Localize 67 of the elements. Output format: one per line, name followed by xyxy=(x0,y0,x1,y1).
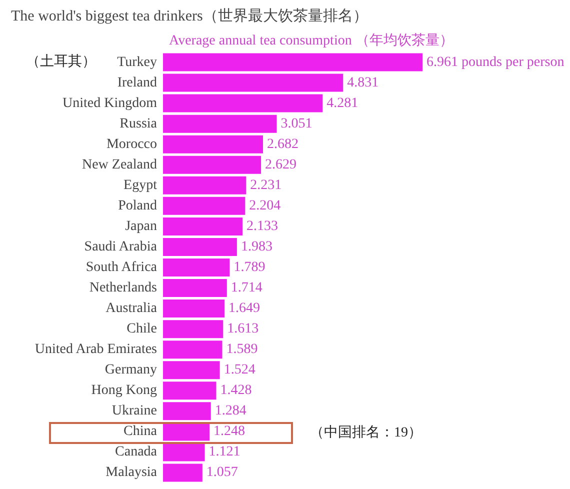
data-label: 3.051 xyxy=(280,116,312,132)
bar xyxy=(163,382,216,400)
bar xyxy=(163,238,237,256)
y-tick-label: Chile xyxy=(126,322,157,337)
data-label: 1.983 xyxy=(240,239,272,254)
chart-subtitle: Average annual tea consumption （年均饮茶量） xyxy=(169,32,454,48)
annotation: （中国排名：19） xyxy=(310,424,422,440)
data-label: 2.629 xyxy=(265,157,297,172)
data-label: 1.248 xyxy=(214,424,246,440)
bar xyxy=(163,114,277,133)
y-tick-label: United Kingdom xyxy=(62,96,158,111)
y-tick-label: Canada xyxy=(115,444,158,460)
data-label: 4.281 xyxy=(326,96,358,111)
chart-title: The world's biggest tea drinkers（世界最大饮茶量排名） xyxy=(11,8,368,24)
bar xyxy=(163,53,423,72)
data-label: 1.284 xyxy=(214,404,246,419)
y-tick-label: Japan xyxy=(125,218,157,234)
data-label: 4.831 xyxy=(347,75,379,90)
bar xyxy=(163,156,262,174)
data-label: 2.682 xyxy=(267,136,298,152)
bar xyxy=(163,361,220,380)
data-label: 1.057 xyxy=(206,465,238,480)
bar xyxy=(163,464,202,482)
y-tick-label: Turkey xyxy=(117,54,157,70)
bar xyxy=(163,300,224,318)
bar xyxy=(163,422,210,441)
data-label: 6.961 pounds per person xyxy=(426,54,564,70)
data-label: 2.204 xyxy=(249,198,281,214)
y-tick-label: Poland xyxy=(118,198,157,214)
y-tick-label: Netherlands xyxy=(89,280,157,296)
bar xyxy=(163,443,205,462)
y-tick-label: Hong Kong xyxy=(91,383,157,398)
bar xyxy=(163,279,227,298)
bar xyxy=(163,320,224,338)
y-tick-label: Ireland xyxy=(117,75,157,90)
y-tick-label: South Africa xyxy=(86,260,158,275)
y-tick-label: New Zealand xyxy=(82,157,157,172)
y-tick-label: Germany xyxy=(104,362,157,378)
y-tick-label: Morocco xyxy=(106,136,157,152)
y-tick-label: Saudi Arabia xyxy=(84,239,158,254)
y-tick-label: Russia xyxy=(120,116,158,132)
data-label: 1.714 xyxy=(230,280,262,296)
data-label: 2.231 xyxy=(250,178,282,193)
bar xyxy=(163,135,263,154)
text: （土耳其） xyxy=(26,54,96,70)
bar xyxy=(163,176,246,194)
data-label: 1.428 xyxy=(220,383,252,398)
data-label: 1.649 xyxy=(228,301,260,316)
bar xyxy=(163,402,211,420)
y-tick-label: China xyxy=(124,424,158,440)
bar xyxy=(163,94,323,112)
bar xyxy=(163,258,230,276)
data-label: 1.789 xyxy=(234,260,266,275)
y-tick-label: Egypt xyxy=(124,178,158,193)
bar xyxy=(163,217,243,236)
bar xyxy=(163,340,222,359)
y-tick-label: Ukraine xyxy=(112,404,157,419)
data-label: 1.589 xyxy=(226,342,258,358)
y-tick-label: Malaysia xyxy=(106,465,158,480)
bar xyxy=(163,196,246,215)
bar xyxy=(163,74,344,92)
data-label: 1.121 xyxy=(208,444,240,460)
data-label: 1.524 xyxy=(224,362,256,378)
data-label: 2.133 xyxy=(246,218,278,234)
y-tick-label: Australia xyxy=(106,301,158,316)
data-label: 1.613 xyxy=(227,322,259,337)
y-tick-label: United Arab Emirates xyxy=(34,342,157,358)
